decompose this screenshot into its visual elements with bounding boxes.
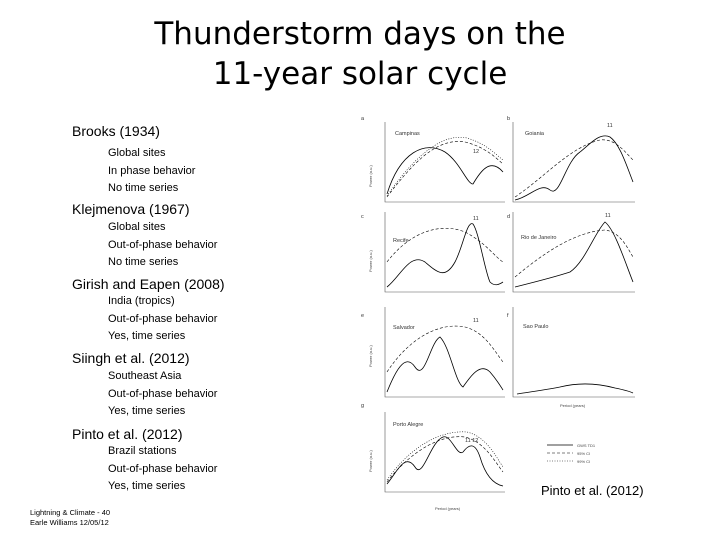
panel-letter: b [507, 116, 510, 122]
pinto-figure: a Campinas 12 Power (a.u.) b Goiania 11 … [361, 116, 635, 511]
detail-line: Brazil stations [108, 445, 177, 457]
panel-letter: d [507, 214, 510, 220]
peak-label: 11 [607, 123, 613, 129]
station-label: Campinas [395, 131, 420, 137]
slide-title: Thunderstorm days on the 11-year solar c… [0, 14, 720, 94]
reference-heading-siingh: Siingh et al. (2012) [72, 350, 190, 366]
panel-letter: g [361, 403, 364, 409]
panel-axes [384, 307, 505, 398]
gws-curve [514, 135, 634, 201]
y-axis-label: Power (a.u.) [368, 165, 373, 187]
ci95-curve [386, 141, 504, 198]
gws-curve [516, 383, 634, 395]
y-axis-label: Power (a.u.) [368, 450, 373, 472]
panel-recife: c Recife 11 Power (a.u.) [361, 212, 505, 293]
detail-line: Global sites [108, 221, 166, 233]
panel-salvador: e Salvador 11 Power (a.u.) [361, 307, 505, 398]
ci99-curve [386, 136, 504, 197]
detail-line: Out-of-phase behavior [108, 238, 218, 251]
reference-details-siingh: Southeast Asia Out-of-phase behavior Yes… [108, 368, 217, 421]
y-axis-label: Power (a.u.) [368, 345, 373, 367]
ci95-curve [386, 436, 504, 483]
detail-line: Out-of-phase behavior [108, 312, 218, 325]
gws-curve [386, 436, 504, 487]
slide-footer: Lightning & Climate - 40 Earle Williams … [30, 508, 110, 528]
detail-line: No time series [108, 256, 179, 268]
station-label: Rio de Janeiro [521, 235, 556, 241]
y-axis-label: Power (a.u.) [368, 250, 373, 272]
peak-label: 11 12 [465, 438, 478, 444]
x-axis-label: Period (years) [435, 506, 461, 511]
detail-line: In phase behavior [108, 164, 196, 177]
station-label: Sao Paulo [523, 324, 548, 330]
reference-details-klejmenova: Global sites Out-of-phase behavior No ti… [108, 219, 217, 272]
panel-letter: e [361, 313, 364, 319]
reference-heading-brooks: Brooks (1934) [72, 123, 160, 139]
detail-line: Yes, time series [108, 330, 186, 342]
reference-heading-klejmenova: Klejmenova (1967) [72, 201, 190, 217]
gws-curve [514, 221, 634, 288]
peak-label: 11 [473, 318, 479, 324]
panel-axes [512, 122, 635, 203]
panel-porto-alegre: g Porto Alegre 11 12 Power (a.u.) Period… [361, 403, 505, 511]
gws-curve [386, 223, 504, 288]
panel-axes [384, 212, 505, 293]
panel-axes [512, 307, 635, 398]
title-line-1: Thunderstorm days on the [154, 16, 566, 52]
reference-details-brooks: Global sites In phase behavior No time s… [108, 145, 195, 198]
ci95-curve [514, 139, 634, 198]
detail-line: Out-of-phase behavior [108, 387, 218, 400]
gws-curve [386, 336, 504, 393]
detail-line: Southeast Asia [108, 370, 182, 382]
gws-curve [386, 147, 504, 195]
legend-label-99: 99% CI [577, 459, 590, 464]
station-label: Recife [393, 238, 409, 244]
panel-goiania: b Goiania 11 [507, 116, 635, 203]
detail-line: India (tropics) [108, 295, 175, 307]
detail-line: Yes, time series [108, 480, 186, 492]
reference-heading-pinto: Pinto et al. (2012) [72, 426, 183, 442]
legend-label-gws: GWS TD1 [577, 443, 596, 448]
panel-letter: a [361, 116, 365, 122]
panel-letter: f [507, 313, 509, 319]
panel-letter: c [361, 214, 364, 220]
panel-sao-paulo: f Sao Paulo Period (years) [507, 307, 635, 408]
panel-campinas: a Campinas 12 Power (a.u.) [361, 116, 505, 203]
title-line-2: 11-year solar cycle [212, 56, 508, 92]
station-label: Porto Alegre [393, 422, 423, 428]
peak-label: 11 [605, 213, 611, 219]
legend-label-95: 95% CI [577, 451, 590, 456]
reference-details-girish: India (tropics) Out-of-phase behavior Ye… [108, 293, 217, 346]
figure-caption: Pinto et al. (2012) [541, 483, 644, 498]
peak-label: 12 [473, 149, 479, 155]
ci99-curve [386, 431, 504, 481]
detail-line: Out-of-phase behavior [108, 462, 218, 475]
panel-axes [384, 122, 505, 203]
x-axis-label: Period (years) [560, 403, 586, 408]
detail-line: No time series [108, 182, 179, 194]
peak-label: 11 [473, 216, 479, 222]
detail-line: Yes, time series [108, 405, 186, 417]
ci95-curve [386, 325, 504, 373]
ci95-curve [386, 228, 504, 263]
reference-details-pinto: Brazil stations Out-of-phase behavior Ye… [108, 443, 217, 496]
reference-heading-girish: Girish and Eapen (2008) [72, 276, 225, 292]
footer-line-1: Lightning & Climate - 40 [30, 508, 111, 517]
footer-line-2: Earle Williams 12/05/12 [30, 518, 109, 527]
panel-axes [384, 412, 505, 493]
panel-axes [512, 212, 635, 293]
detail-line: Global sites [108, 147, 166, 159]
panel-rio-de-janeiro: d Rio de Janeiro 11 [507, 212, 635, 293]
figure-legend: GWS TD1 95% CI 99% CI [547, 443, 596, 464]
station-label: Goiania [525, 131, 545, 137]
station-label: Salvador [393, 325, 415, 331]
